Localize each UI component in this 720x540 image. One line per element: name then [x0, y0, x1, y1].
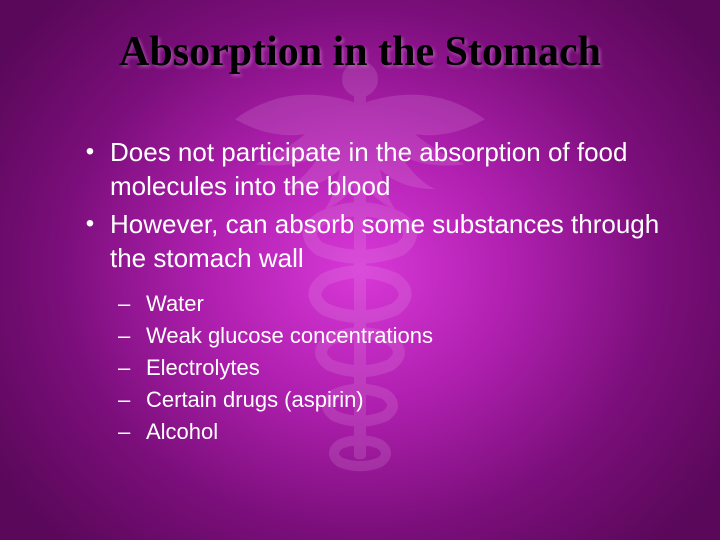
sub-list: – Water – Weak glucose concentrations – …	[118, 289, 670, 447]
sub-marker: –	[118, 385, 146, 415]
bullet-text: Does not participate in the absorption o…	[110, 135, 670, 203]
slide-title: Absorption in the Stomach	[0, 28, 720, 76]
slide: Absorption in the Stomach • Does not par…	[0, 0, 720, 540]
sub-text: Water	[146, 289, 204, 319]
sub-item: – Weak glucose concentrations	[118, 321, 670, 351]
sub-text: Weak glucose concentrations	[146, 321, 433, 351]
slide-content: • Does not participate in the absorption…	[70, 135, 670, 449]
sub-item: – Alcohol	[118, 417, 670, 447]
sub-item: – Electrolytes	[118, 353, 670, 383]
sub-marker: –	[118, 417, 146, 447]
sub-item: – Certain drugs (aspirin)	[118, 385, 670, 415]
sub-text: Certain drugs (aspirin)	[146, 385, 364, 415]
bullet-text: However, can absorb some substances thro…	[110, 207, 670, 275]
sub-marker: –	[118, 353, 146, 383]
bullet-item: • Does not participate in the absorption…	[70, 135, 670, 203]
sub-text: Electrolytes	[146, 353, 260, 383]
bullet-marker: •	[70, 207, 110, 241]
sub-item: – Water	[118, 289, 670, 319]
bullet-marker: •	[70, 135, 110, 169]
sub-text: Alcohol	[146, 417, 218, 447]
bullet-item: • However, can absorb some substances th…	[70, 207, 670, 275]
sub-marker: –	[118, 321, 146, 351]
sub-marker: –	[118, 289, 146, 319]
